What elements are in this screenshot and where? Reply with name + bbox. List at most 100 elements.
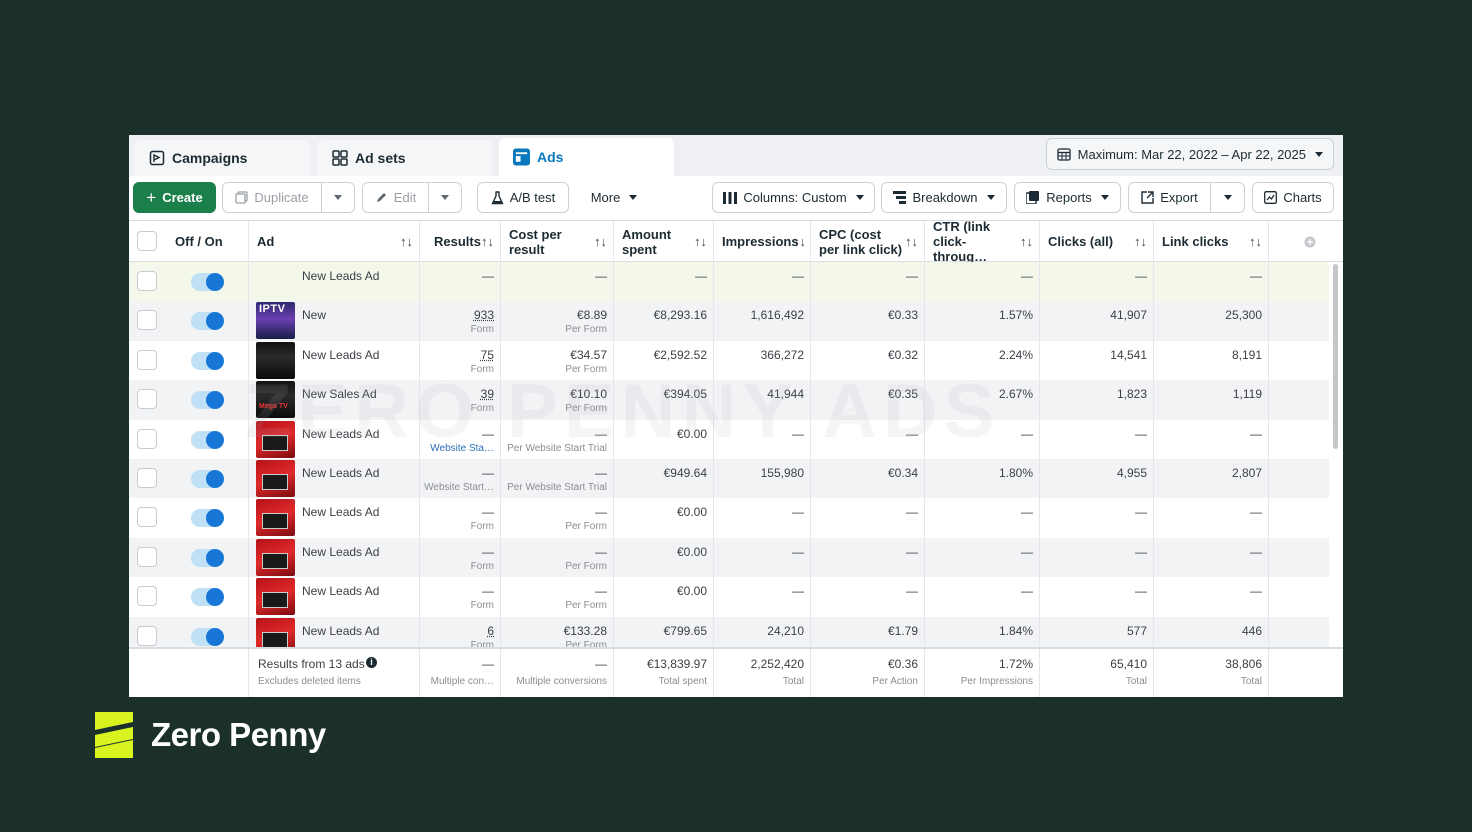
export-button[interactable]: Export [1128,182,1211,213]
footer-summary-cell: Results from 13 ads i Excludes deleted i… [249,649,420,697]
sort-icon[interactable]: ↑↓ [594,234,607,249]
ad-thumbnail[interactable] [256,341,295,379]
ad-name[interactable]: New Leads Ad [302,466,380,480]
sort-icon[interactable]: ↑↓ [1249,234,1262,249]
vertical-scrollbar[interactable] [1329,262,1343,647]
cell-value: — [906,544,918,559]
column-header-results[interactable]: Results ↑↓ [420,221,501,262]
ad-cell: New Leads Ad [249,577,420,617]
duplicate-dropdown-button[interactable] [322,182,355,213]
column-header-clicks-all[interactable]: Clicks (all) ↑↓ [1040,221,1154,262]
edit-dropdown-button[interactable] [429,182,462,213]
footer-subvalue: Total [1125,676,1147,687]
ad-status-toggle[interactable] [191,548,224,567]
row-checkbox[interactable] [137,389,157,410]
create-button[interactable]: + Create [133,182,216,213]
sort-icon[interactable]: ↑↓ [400,234,413,249]
ad-name[interactable]: New Leads Ad [302,269,380,283]
ad-status-toggle[interactable] [191,509,224,528]
column-header-link-clicks[interactable]: Link clicks ↑↓ [1154,221,1269,262]
cell-value: — [595,269,607,283]
column-header-impressions[interactable]: Impressions ↑↓ [714,221,811,262]
table-row[interactable]: New Leads Ad — Form — Per Form €0.00— — — — — [129,577,1329,617]
ad-thumbnail[interactable] [256,538,295,576]
table-row[interactable]: New Leads Ad — Website Sta… — Per Website St… [129,419,1329,459]
ad-status-toggle[interactable] [191,588,224,607]
add-column-icon[interactable] [1304,236,1316,248]
row-checkbox[interactable] [137,468,157,488]
sort-icon[interactable]: ↑↓ [694,234,707,249]
ad-name[interactable]: New Leads Ad [302,544,380,559]
sort-icon[interactable]: ↑↓ [1134,234,1147,249]
select-all-checkbox[interactable] [137,231,157,251]
ad-name[interactable]: New Leads Ad [302,426,380,441]
row-checkbox[interactable] [137,428,157,449]
row-checkbox[interactable] [137,586,157,607]
sort-icon[interactable]: ↑↓ [905,234,918,249]
tab-ads[interactable]: Ads [499,138,674,176]
duplicate-button[interactable]: Duplicate [222,182,322,213]
table-row[interactable]: New Leads Ad — — — — — — — — [129,262,1329,302]
sort-icon[interactable]: ↑↓ [481,234,494,249]
sort-icon[interactable]: ↑↓ [1020,234,1033,249]
edit-button[interactable]: Edit [362,182,429,213]
cell-subvalue[interactable]: Website Sta… [430,442,494,454]
table-row[interactable]: New Leads Ad — Form — Per Form €0.00— — — — — [129,498,1329,538]
table-row[interactable]: New Leads Ad — Form — Per Form €0.00— — — — — [129,537,1329,578]
ad-status-toggle[interactable] [191,391,224,410]
ad-thumbnail[interactable]: Mega TV [256,381,295,419]
row-checkbox[interactable] [137,349,157,370]
ad-name[interactable]: New Leads Ad [302,584,380,599]
ad-status-toggle[interactable] [191,351,224,370]
row-checkbox[interactable] [137,546,157,567]
column-header-cpc[interactable]: CPC (cost per link click) ↑↓ [811,221,925,262]
table-row[interactable]: New Leads Ad — Website Start… — Per Website … [129,459,1329,499]
table-row[interactable]: Mega TV New Sales Ad 39 Form €10.10 Per Form €… [129,380,1329,420]
row-checkbox[interactable] [137,625,157,646]
tab-campaigns[interactable]: Campaigns [134,140,310,176]
ad-name[interactable]: New Leads Ad [302,347,380,362]
charts-button[interactable]: Charts [1252,182,1334,213]
scrollbar-thumb[interactable] [1333,264,1338,449]
ad-status-toggle[interactable] [191,470,224,488]
row-checkbox[interactable] [137,271,157,291]
row-checkbox[interactable] [137,310,157,331]
ad-thumbnail[interactable] [256,499,295,537]
info-icon[interactable]: i [366,657,377,668]
ab-test-button[interactable]: A/B test [477,182,569,213]
export-dropdown-button[interactable] [1211,182,1245,213]
column-header-ctr[interactable]: CTR (link click-throug… ↑↓ [925,219,1040,264]
ad-name[interactable]: New Sales Ad [302,387,377,402]
ad-status-toggle[interactable] [191,312,224,331]
tab-ad-sets[interactable]: Ad sets [317,140,492,176]
more-button[interactable]: More [579,182,649,213]
cell-value: 1.57% [998,308,1033,323]
table-row[interactable]: New Leads Ad 6 Form €133.28 Per Form €799.65 2… [129,616,1329,647]
sort-icon[interactable]: ↑↓ [793,234,806,249]
ad-name[interactable]: New [302,308,327,323]
ad-status-toggle[interactable] [191,627,224,646]
column-header-cost-per-result[interactable]: Cost per result ↑↓ [501,221,614,262]
reports-button[interactable]: Reports [1014,182,1121,213]
columns-button[interactable]: Columns: Custom [712,182,875,213]
column-header-amount-spent[interactable]: Amount spent ↑↓ [614,221,714,262]
ad-thumbnail[interactable] [256,460,295,497]
ad-status-toggle[interactable] [191,430,224,449]
cell-subvalue: Per Form [565,403,607,415]
ad-thumbnail[interactable]: IPTV [256,302,295,340]
ad-thumbnail[interactable] [256,420,295,458]
table-row[interactable]: New Leads Ad 75 Form €34.57 Per Form €2,592.5… [129,340,1329,381]
breakdown-button[interactable]: Breakdown [881,182,1007,213]
ad-thumbnail[interactable] [256,617,295,647]
impressions-cell: — [714,577,811,617]
column-header-off-on[interactable]: Off / On [167,221,249,262]
ad-status-toggle[interactable] [191,273,224,291]
ad-name[interactable]: New Leads Ad [302,505,380,520]
ad-name[interactable]: New Leads Ad [302,623,380,638]
column-header-ad[interactable]: Ad ↑↓ [249,221,420,262]
ad-thumbnail[interactable] [256,578,295,616]
row-checkbox[interactable] [137,507,157,528]
table-row[interactable]: IPTV New 933 Form €8.89 Per Form €8,293.16 1,61… [129,301,1329,341]
cell-value: — [1021,269,1033,283]
date-range-picker[interactable]: Maximum: Mar 22, 2022 – Apr 22, 2025 [1045,138,1334,170]
